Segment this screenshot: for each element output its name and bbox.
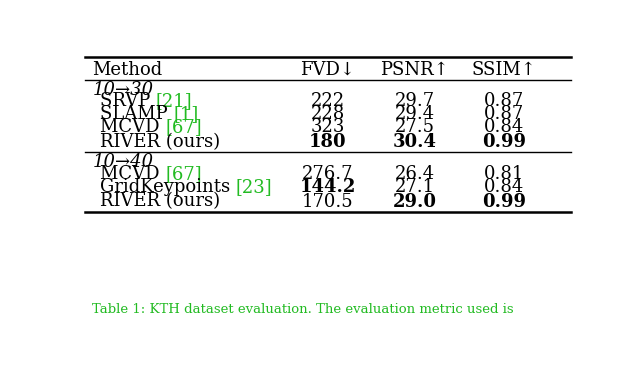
Text: 0.84: 0.84	[484, 118, 524, 136]
Text: 0.87: 0.87	[484, 105, 524, 123]
Text: 27.1: 27.1	[395, 178, 435, 196]
Text: [1]: [1]	[173, 105, 198, 123]
Text: 29.7: 29.7	[395, 92, 435, 110]
Text: [23]: [23]	[236, 178, 273, 196]
Text: 170.5: 170.5	[302, 192, 354, 210]
Text: MCVD: MCVD	[100, 165, 165, 183]
Text: [21]: [21]	[156, 92, 193, 110]
Text: 29.4: 29.4	[395, 105, 435, 123]
Text: 27.5: 27.5	[395, 118, 435, 136]
Text: RIVER (ours): RIVER (ours)	[100, 133, 220, 151]
Text: 276.7: 276.7	[302, 165, 354, 183]
Text: 228: 228	[311, 105, 345, 123]
Text: 10→40: 10→40	[92, 153, 154, 171]
Text: 26.4: 26.4	[395, 165, 435, 183]
Text: FVD↓: FVD↓	[301, 60, 355, 78]
Text: 0.99: 0.99	[482, 192, 526, 210]
Text: 0.81: 0.81	[484, 165, 524, 183]
Text: 0.99: 0.99	[482, 133, 526, 151]
Text: [67]: [67]	[165, 118, 202, 136]
Text: SLAMP: SLAMP	[100, 105, 173, 123]
Text: 222: 222	[311, 92, 345, 110]
Text: RIVER (ours): RIVER (ours)	[100, 192, 220, 210]
Text: PSNR↑: PSNR↑	[380, 60, 449, 78]
Text: 29.0: 29.0	[393, 192, 437, 210]
Text: 0.87: 0.87	[484, 92, 524, 110]
Text: 30.4: 30.4	[393, 133, 437, 151]
Text: 144.2: 144.2	[300, 178, 356, 196]
Text: 0.84: 0.84	[484, 178, 524, 196]
Text: SRVP: SRVP	[100, 92, 156, 110]
Text: [67]: [67]	[165, 165, 202, 183]
Text: Method: Method	[92, 60, 163, 78]
Text: MCVD: MCVD	[100, 118, 165, 136]
Text: SSIM↑: SSIM↑	[472, 60, 536, 78]
Text: 180: 180	[309, 133, 347, 151]
Text: 10→30: 10→30	[92, 81, 154, 99]
Text: Table 1: KTH dataset evaluation. The evaluation metric used is: Table 1: KTH dataset evaluation. The eva…	[92, 303, 514, 316]
Text: GridKeypoints: GridKeypoints	[100, 178, 236, 196]
Text: 323: 323	[311, 118, 345, 136]
